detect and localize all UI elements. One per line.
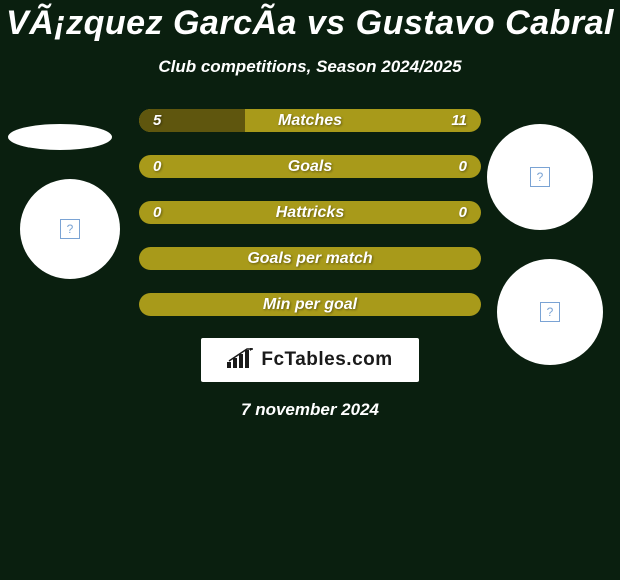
stat-value-right: 0 [459,158,467,175]
stat-value-right: 11 [451,112,467,129]
stat-row: Matches 5 11 [139,109,481,132]
stat-value-right: 0 [459,204,467,221]
stat-label: Matches [278,112,342,130]
stats-rows: Matches 5 11 Goals 0 0 Hattricks 0 0 Goals per ma… [139,109,481,316]
subtitle: Club competitions, Season 2024/2025 [158,57,461,77]
stat-label: Hattricks [276,204,344,222]
stat-row: Hattricks 0 0 [139,201,481,224]
stat-label: Min per goal [263,296,357,314]
stat-value-left: 0 [153,204,161,221]
stat-value-left: 0 [153,158,161,175]
content-root: VÃ¡zquez GarcÃ­a vs Gustavo Cabral Club … [0,0,620,580]
brand-badge: FcTables.com [201,338,419,382]
stat-value-left: 5 [153,112,161,129]
stat-row: Goals per match [139,247,481,270]
brand-text: FcTables.com [261,349,392,371]
stat-label: Goals per match [247,250,372,268]
stat-row: Min per goal [139,293,481,316]
stat-label: Goals [288,158,332,176]
stat-row: Goals 0 0 [139,155,481,178]
page-title: VÃ¡zquez GarcÃ­a vs Gustavo Cabral [6,4,614,43]
brand-bars-icon [227,348,255,373]
date-line: 7 november 2024 [241,400,379,420]
